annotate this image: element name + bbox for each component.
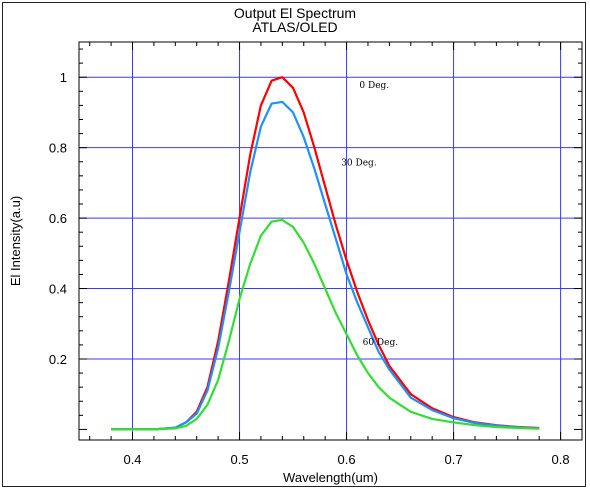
y-tick-label: 1 [60, 70, 67, 85]
series-annotations: 0 Deg. 30 Deg. 60 Deg. [341, 81, 398, 348]
series-line-0 [111, 77, 539, 429]
series-lines [111, 77, 539, 429]
y-tick-label: 0.8 [49, 141, 67, 156]
y-tick-label: 0.6 [49, 211, 67, 226]
x-tick-label: 0.4 [123, 452, 141, 467]
x-tick-label: 0.6 [338, 452, 356, 467]
x-tick-label: 0.7 [445, 452, 463, 467]
y-tick-label: 0.2 [49, 352, 67, 367]
x-tick-label: 0.5 [230, 452, 248, 467]
series-annotation: 60 Deg. [363, 338, 399, 348]
axis-ticks [79, 42, 582, 440]
x-axis-label: Wavelength(um) [283, 470, 378, 485]
series-line-2 [111, 220, 539, 430]
series-annotation: 30 Deg. [341, 158, 377, 168]
x-tick-label: 0.8 [552, 452, 570, 467]
plot-area [79, 42, 582, 440]
grid [79, 42, 582, 440]
series-line-1 [111, 102, 539, 430]
y-axis-label: El Intensity(a.u) [8, 196, 23, 286]
series-annotation: 0 Deg. [359, 81, 389, 91]
y-tick-label: 0.4 [49, 282, 67, 297]
